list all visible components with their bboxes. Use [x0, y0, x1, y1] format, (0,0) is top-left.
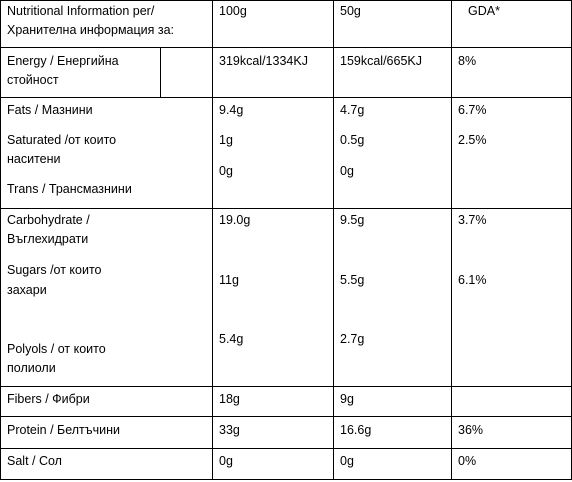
salt-100g: 0g [219, 454, 233, 468]
fats-50g: 4.7g [340, 103, 365, 117]
sugars-label-line1: Sugars /от които [7, 263, 102, 277]
header-col-100g: 100g [219, 4, 247, 18]
carbs-label-line1: Carbohydrate / [7, 213, 90, 227]
sugars-100g: 11g [219, 273, 239, 287]
polyols-label-line2: полиоли [7, 361, 56, 375]
header-col-50g: 50g [340, 4, 361, 18]
protein-label: Protein / Белтъчини [7, 423, 120, 437]
grid-line-fibers-bottom [0, 416, 572, 417]
fibers-100g: 18g [219, 392, 240, 406]
polyols-100g: 5.4g [219, 332, 244, 346]
carbs-label-line2: Въглехидрати [7, 232, 89, 246]
energy-100g: 319kcal/1334KJ [219, 54, 308, 68]
grid-line-fats-bottom [0, 208, 572, 209]
energy-50g: 159kcal/665KJ [340, 54, 423, 68]
grid-line-col-50g [333, 0, 334, 480]
salt-label: Salt / Сол [7, 454, 62, 468]
grid-line-carbs-bottom [0, 386, 572, 387]
sugars-50g: 5.5g [340, 273, 365, 287]
trans-label: Trans / Трансмазнини [7, 182, 132, 196]
polyols-50g: 2.7g [340, 332, 365, 346]
grid-line-left [0, 0, 1, 480]
fibers-label: Fibers / Фибри [7, 392, 90, 406]
grid-line-label-divider [160, 47, 161, 98]
salt-gda: 0% [458, 454, 477, 468]
saturated-50g: 0.5g [340, 133, 365, 147]
grid-line-top [0, 0, 572, 1]
grid-line-bottom [0, 479, 572, 480]
protein-100g: 33g [219, 423, 240, 437]
carbs-50g: 9.5g [340, 213, 365, 227]
header-label-line2: Хранителна информация за: [7, 23, 175, 37]
carbs-100g: 19.0g [219, 213, 251, 227]
energy-label-line2: стойност [7, 73, 59, 87]
fats-label: Fats / Мазнини [7, 103, 93, 117]
fats-100g: 9.4g [219, 103, 244, 117]
grid-line-col-gda [451, 0, 452, 480]
trans-50g: 0g [340, 164, 354, 178]
grid-line-protein-bottom [0, 448, 572, 449]
saturated-gda: 2.5% [458, 133, 487, 147]
trans-100g: 0g [219, 164, 233, 178]
sugars-label-line2: захари [7, 283, 47, 297]
header-label-line1: Nutritional Information per/ [7, 4, 155, 18]
energy-label-line1: Energy / Енергийна [7, 54, 119, 68]
header-col-gda: GDA* [468, 4, 500, 18]
saturated-100g: 1g [219, 133, 233, 147]
fats-gda: 6.7% [458, 103, 487, 117]
polyols-label-line1: Polyols / от които [7, 342, 106, 356]
saturated-label-line1: Saturated /от които [7, 133, 117, 147]
carbs-gda: 3.7% [458, 213, 487, 227]
fibers-50g: 9g [340, 392, 354, 406]
protein-gda: 36% [458, 423, 484, 437]
grid-line-col-100g [212, 0, 213, 480]
salt-50g: 0g [340, 454, 354, 468]
grid-line-header-bottom [0, 47, 572, 48]
energy-gda: 8% [458, 54, 477, 68]
grid-line-energy-bottom [0, 97, 572, 98]
saturated-label-line2: наситени [7, 152, 61, 166]
sugars-gda: 6.1% [458, 273, 487, 287]
protein-50g: 16.6g [340, 423, 372, 437]
